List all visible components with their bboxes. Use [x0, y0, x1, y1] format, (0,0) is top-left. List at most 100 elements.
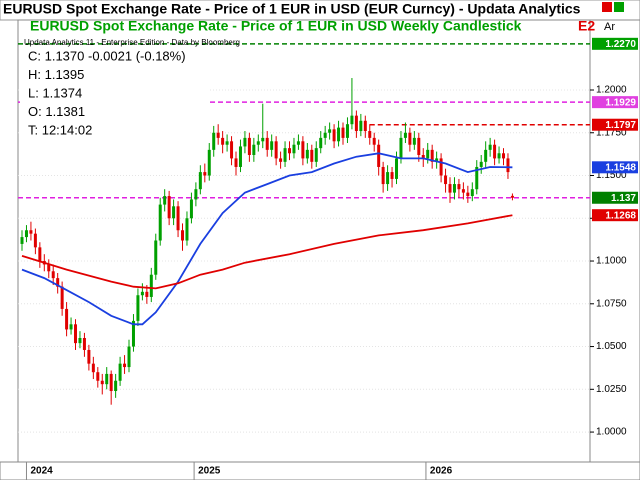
subtitle: Updata Analytics 11 - Enterprise Edition… — [24, 38, 240, 47]
candle-body — [435, 158, 439, 162]
price-box-label: 1.1548 — [605, 162, 636, 173]
candle-body — [502, 153, 506, 159]
candle-body — [337, 127, 341, 142]
y-tick-label: 1.1750 — [596, 127, 627, 138]
price-box — [592, 96, 638, 109]
candle-body — [448, 184, 452, 193]
candle-body — [203, 172, 207, 176]
axes: 1.00001.02501.05001.07501.10001.12501.15… — [25, 37, 638, 480]
candle-body — [359, 120, 363, 132]
candle-body — [234, 158, 238, 167]
y-tick-label: 1.2000 — [596, 85, 627, 96]
info: C: 1.1370 -0.0021 (-0.18%) H: 1.1395 L: 1.… — [28, 48, 186, 137]
candle-body — [225, 141, 229, 145]
y-tick-label: 1.0750 — [596, 298, 627, 309]
candle-body — [82, 337, 86, 350]
candle-body — [74, 324, 78, 344]
chart-title: EURUSD Spot Exchange Rate - Price of 1 E… — [30, 18, 522, 34]
logo-part — [602, 2, 612, 12]
x-tick-label: 2024 — [30, 466, 53, 477]
price-box-label: 1.2270 — [605, 39, 636, 50]
candle-body — [140, 291, 144, 296]
candle-body — [105, 373, 109, 385]
candle-body — [310, 149, 314, 162]
candle-body — [395, 158, 399, 179]
price-box — [592, 37, 638, 50]
candle-body — [475, 166, 479, 190]
candle-body — [87, 349, 91, 364]
candle-body — [56, 278, 60, 287]
candle-body — [305, 149, 309, 159]
candle-body — [109, 373, 113, 392]
candle-body — [78, 337, 82, 344]
value-axis-panel — [589, 19, 640, 463]
candle-body — [230, 141, 234, 159]
candle-body — [131, 320, 135, 347]
candle-body — [243, 137, 247, 147]
chart-title-extra: E2 — [578, 18, 595, 34]
candle-body — [136, 295, 140, 321]
candle-body — [114, 380, 118, 392]
price-box-label: 1.1929 — [605, 97, 636, 108]
candle-body — [145, 291, 149, 297]
x-tick-label: 2025 — [198, 466, 221, 477]
candle-body — [510, 195, 514, 198]
candle-body — [20, 237, 24, 244]
candle-body — [65, 308, 69, 330]
candle-body — [96, 372, 100, 381]
candle-body — [270, 141, 274, 150]
info-box — [20, 48, 210, 140]
candle-body — [363, 120, 367, 132]
candle-body — [408, 132, 412, 145]
candle-body — [207, 149, 211, 176]
candle-body — [301, 141, 305, 159]
y-tick-label: 1.0500 — [596, 341, 627, 352]
candle-body — [399, 137, 403, 159]
candles — [20, 78, 514, 405]
candle-body — [461, 189, 465, 193]
candle-body — [198, 172, 202, 190]
price-box-label: 1.1268 — [605, 210, 636, 221]
moving-averages — [21, 152, 513, 326]
candle-body — [368, 131, 372, 138]
candle-body — [345, 124, 349, 138]
candle-body — [381, 166, 385, 185]
candle-body — [24, 230, 28, 238]
info-line: O: 1.1381 — [28, 104, 85, 119]
candle-body — [283, 148, 287, 162]
logo — [602, 2, 624, 12]
grid — [18, 89, 590, 433]
candle-body — [319, 137, 323, 149]
candle-body — [33, 233, 37, 248]
candle-body — [444, 175, 448, 185]
candle-body — [390, 172, 394, 179]
info-line: T: 12:14:02 — [28, 122, 92, 137]
candle-body — [421, 154, 425, 159]
candle-body — [430, 149, 434, 162]
price-box — [592, 118, 638, 131]
axis-header: Ar — [604, 21, 615, 33]
candle-body — [38, 247, 42, 262]
candle-body — [247, 137, 251, 155]
candle-body — [417, 137, 421, 155]
candle-body — [238, 146, 242, 167]
candle-body — [452, 184, 456, 193]
info-line: L: 1.1374 — [28, 85, 82, 100]
y-tick-label: 1.1000 — [596, 256, 627, 267]
price-box — [592, 161, 638, 174]
candle-body — [181, 230, 185, 241]
candle-body — [149, 274, 153, 297]
price-box-label: 1.137 — [611, 193, 636, 204]
candle-body — [341, 127, 345, 138]
candle-body — [176, 206, 180, 231]
candle-body — [265, 137, 269, 150]
price-box — [592, 191, 638, 204]
info-line: H: 1.1395 — [28, 67, 84, 82]
candle-body — [123, 363, 127, 368]
levels — [18, 43, 590, 199]
x-tick-label: 2026 — [430, 466, 453, 477]
candle-body — [69, 324, 73, 330]
candle-body — [154, 240, 158, 275]
candle-body — [439, 158, 443, 176]
